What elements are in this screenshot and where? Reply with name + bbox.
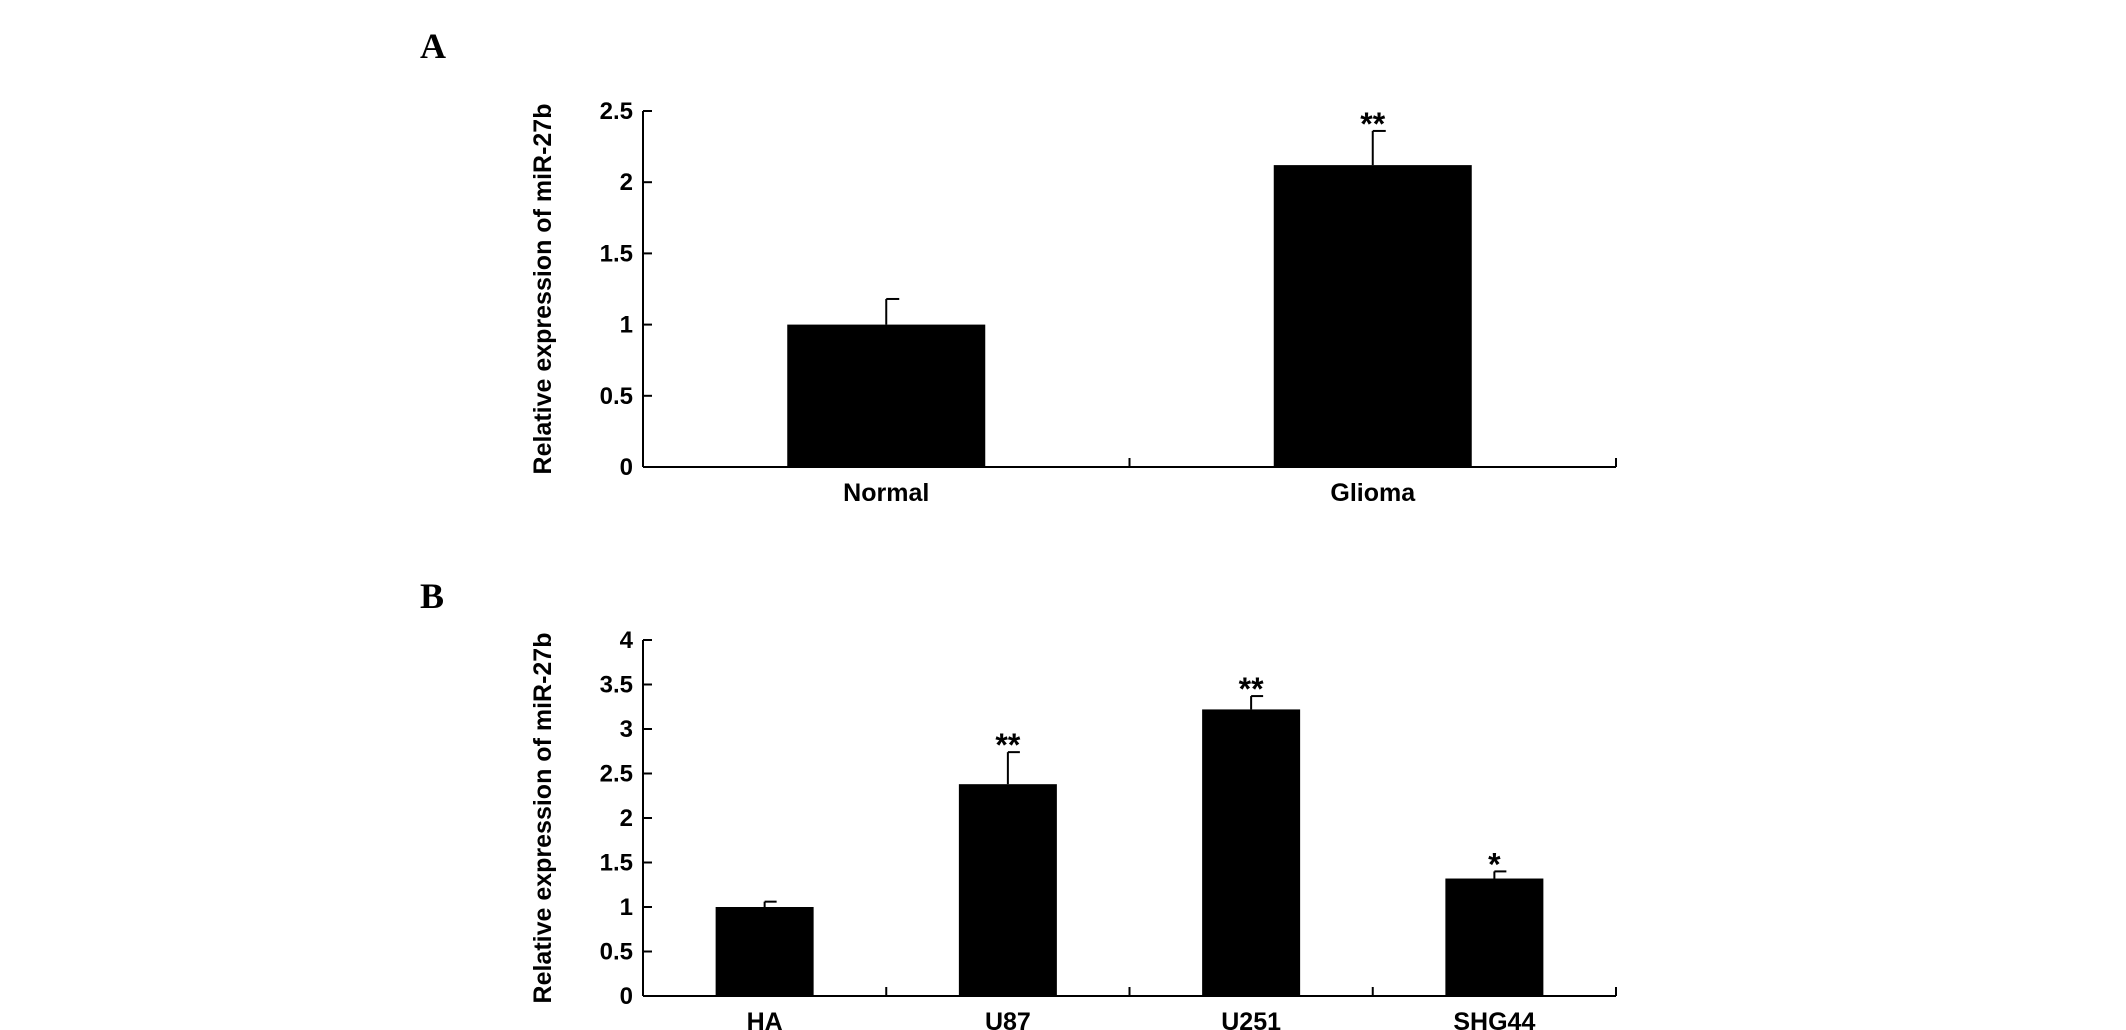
y-tick-label: 0.5 — [600, 383, 633, 410]
bar-u251 — [1202, 709, 1301, 996]
y-axis-title: Relative expression of miR-27b — [529, 633, 557, 1004]
y-tick-label: 1.5 — [600, 850, 633, 877]
y-tick-label: 2 — [620, 805, 633, 832]
panel-letter-b: B — [420, 576, 444, 616]
category-label-normal: Normal — [843, 479, 929, 507]
category-label-u251: U251 — [1221, 1008, 1281, 1030]
y-tick-label: 3.5 — [600, 672, 633, 699]
y-tick-label: 1 — [620, 894, 633, 921]
category-label-glioma: Glioma — [1330, 479, 1416, 507]
y-tick-label: 1 — [620, 312, 633, 339]
panel-b: B 0 0.5 1 1.5 2 2.5 3 3.5 4 HA ** U87 ** U251 * SHG44 Re… — [420, 576, 1617, 1030]
y-tick-label: 0 — [620, 983, 633, 1010]
y-tick-label: 2 — [620, 169, 633, 196]
significance-mark: ** — [1239, 671, 1264, 707]
category-label-ha: HA — [747, 1008, 783, 1030]
significance-mark: ** — [1360, 106, 1385, 142]
y-tick-label: 0 — [620, 454, 633, 481]
y-tick-label: 2.5 — [600, 98, 633, 125]
bar-u87 — [958, 784, 1057, 996]
bar-normal — [787, 324, 986, 467]
y-tick-label: 3 — [620, 716, 633, 743]
bar-ha — [715, 907, 814, 996]
y-tick-label: 1.5 — [600, 240, 633, 267]
category-label-u87: U87 — [985, 1008, 1031, 1030]
y-tick-label: 2.5 — [600, 761, 633, 788]
panel-letter-a: A — [420, 26, 446, 66]
category-label-shg44: SHG44 — [1453, 1008, 1535, 1030]
panel-a: A 0 0.5 1 1.5 2 2.5 Normal ** Glioma Relative exp… — [420, 26, 1617, 507]
y-tick-label: 0.5 — [600, 939, 633, 966]
significance-mark: ** — [995, 727, 1020, 763]
y-tick-label: 4 — [620, 627, 634, 654]
bar-shg44 — [1445, 878, 1544, 996]
bar-glioma — [1273, 165, 1472, 467]
y-axis-title: Relative expression of miR-27b — [529, 104, 557, 475]
significance-mark: * — [1488, 846, 1501, 882]
